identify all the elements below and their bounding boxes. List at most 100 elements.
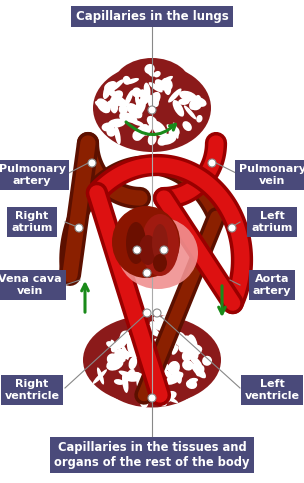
Ellipse shape [145,121,154,136]
Ellipse shape [107,354,119,365]
Text: Pulmonary
vein: Pulmonary vein [239,164,304,186]
Text: Capillaries in the lungs: Capillaries in the lungs [76,10,228,23]
Ellipse shape [184,344,202,357]
Ellipse shape [196,115,202,123]
Ellipse shape [122,345,129,360]
Ellipse shape [97,368,104,384]
Ellipse shape [103,82,112,99]
Ellipse shape [148,92,161,107]
Ellipse shape [153,254,167,272]
Ellipse shape [176,371,182,384]
Ellipse shape [144,64,155,74]
Ellipse shape [117,356,126,362]
Circle shape [208,159,216,167]
Circle shape [148,106,156,114]
Ellipse shape [105,85,110,97]
Ellipse shape [139,235,157,265]
Ellipse shape [154,71,161,77]
Ellipse shape [172,345,178,355]
Ellipse shape [152,121,167,137]
Ellipse shape [131,120,144,126]
Ellipse shape [107,87,115,96]
Ellipse shape [170,337,177,349]
Circle shape [228,224,236,232]
Ellipse shape [119,333,132,344]
Ellipse shape [144,338,162,345]
Ellipse shape [127,369,135,378]
Ellipse shape [112,206,180,278]
Ellipse shape [93,369,107,384]
Text: Vena cava
vein: Vena cava vein [0,274,62,296]
Ellipse shape [144,322,160,337]
Ellipse shape [96,99,110,114]
Ellipse shape [106,127,116,137]
Ellipse shape [157,138,168,146]
Ellipse shape [139,392,149,408]
Ellipse shape [93,64,211,152]
Ellipse shape [144,94,152,102]
Ellipse shape [168,361,180,375]
Ellipse shape [157,391,177,404]
Ellipse shape [144,83,150,98]
Ellipse shape [178,332,186,341]
Ellipse shape [126,103,142,118]
Ellipse shape [111,90,123,101]
Ellipse shape [140,89,148,104]
Ellipse shape [152,224,168,262]
Ellipse shape [167,124,175,134]
Ellipse shape [178,341,189,353]
Ellipse shape [158,76,173,86]
Ellipse shape [97,332,207,408]
Ellipse shape [184,105,196,119]
Ellipse shape [160,393,178,403]
Ellipse shape [187,334,198,355]
Ellipse shape [114,336,128,350]
Ellipse shape [108,119,126,128]
Ellipse shape [173,100,184,117]
Ellipse shape [188,350,199,360]
Ellipse shape [119,370,138,380]
Ellipse shape [132,130,143,141]
Ellipse shape [123,113,137,123]
Ellipse shape [119,105,128,114]
Ellipse shape [138,378,158,384]
Ellipse shape [182,350,192,361]
Ellipse shape [186,380,197,389]
Ellipse shape [112,357,122,368]
Circle shape [75,224,83,232]
Ellipse shape [179,91,197,102]
Ellipse shape [112,58,192,118]
Ellipse shape [157,346,162,356]
Ellipse shape [126,222,146,264]
Ellipse shape [161,315,171,325]
Ellipse shape [149,82,163,92]
Ellipse shape [142,389,159,395]
Ellipse shape [155,79,166,91]
Ellipse shape [119,112,130,122]
Ellipse shape [123,76,131,85]
Ellipse shape [95,100,110,110]
Ellipse shape [114,379,124,385]
Ellipse shape [173,122,178,139]
Circle shape [88,159,96,167]
Text: Left
atrium: Left atrium [251,211,293,233]
Ellipse shape [122,372,129,393]
Ellipse shape [170,128,179,137]
Ellipse shape [157,363,169,372]
Ellipse shape [135,94,139,105]
Ellipse shape [124,90,133,107]
Circle shape [153,309,161,317]
Ellipse shape [178,99,190,105]
Ellipse shape [125,78,139,85]
Ellipse shape [134,124,148,140]
Ellipse shape [123,371,143,382]
Ellipse shape [168,127,180,138]
Text: Right
atrium: Right atrium [11,211,53,233]
Text: Capillaries in the tissues and
organs of the rest of the body: Capillaries in the tissues and organs of… [54,441,250,469]
Ellipse shape [102,123,114,131]
Ellipse shape [132,87,142,98]
Ellipse shape [119,350,133,357]
Ellipse shape [152,389,168,406]
Ellipse shape [182,360,194,370]
Ellipse shape [136,372,142,393]
